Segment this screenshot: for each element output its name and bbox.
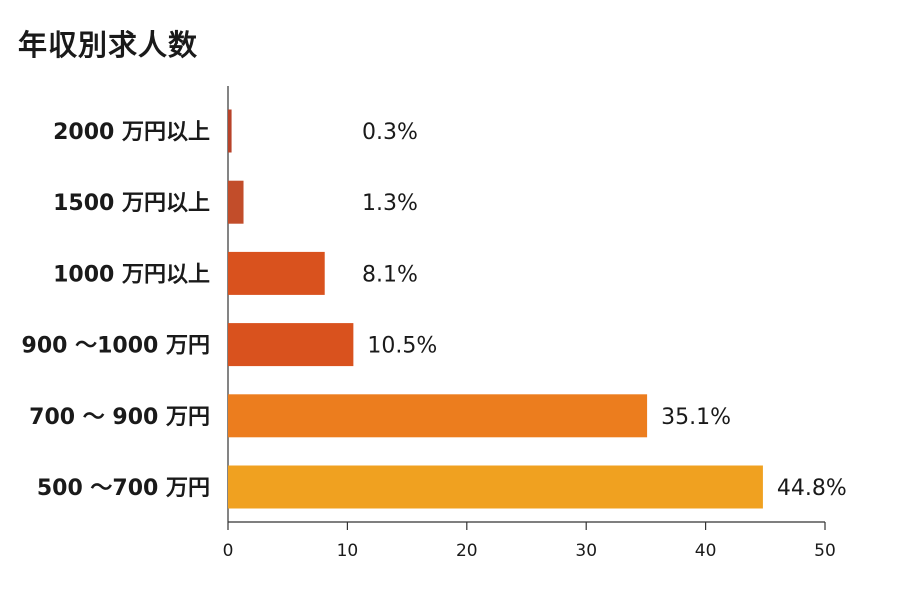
category-label: 2000 万円以上	[53, 120, 210, 145]
x-tick-label: 30	[575, 541, 597, 561]
data-label: 44.8%	[777, 476, 847, 501]
bar	[228, 180, 244, 224]
data-label: 1.3%	[362, 191, 418, 216]
data-label: 35.1%	[661, 405, 731, 430]
category-label: 700 ～ 900 万円	[29, 405, 210, 430]
chart-title: 年収別求人数	[18, 28, 199, 62]
bar	[228, 323, 354, 367]
category-label: 1000 万円以上	[53, 262, 210, 287]
bar	[228, 109, 232, 153]
data-label: 0.3%	[362, 120, 418, 145]
bar	[228, 465, 763, 509]
x-tick-label: 50	[814, 541, 836, 561]
x-tick-label: 20	[456, 541, 478, 561]
x-tick-label: 10	[337, 541, 359, 561]
bar	[228, 251, 325, 295]
data-label: 8.1%	[362, 262, 418, 287]
data-label: 10.5%	[367, 334, 437, 359]
category-label: 1500 万円以上	[53, 191, 210, 216]
x-tick-label: 40	[695, 541, 717, 561]
category-label: 500 ～700 万円	[37, 476, 210, 501]
x-tick-label: 0	[223, 541, 234, 561]
category-label: 900 ～1000 万円	[22, 334, 210, 359]
bar	[228, 394, 648, 438]
